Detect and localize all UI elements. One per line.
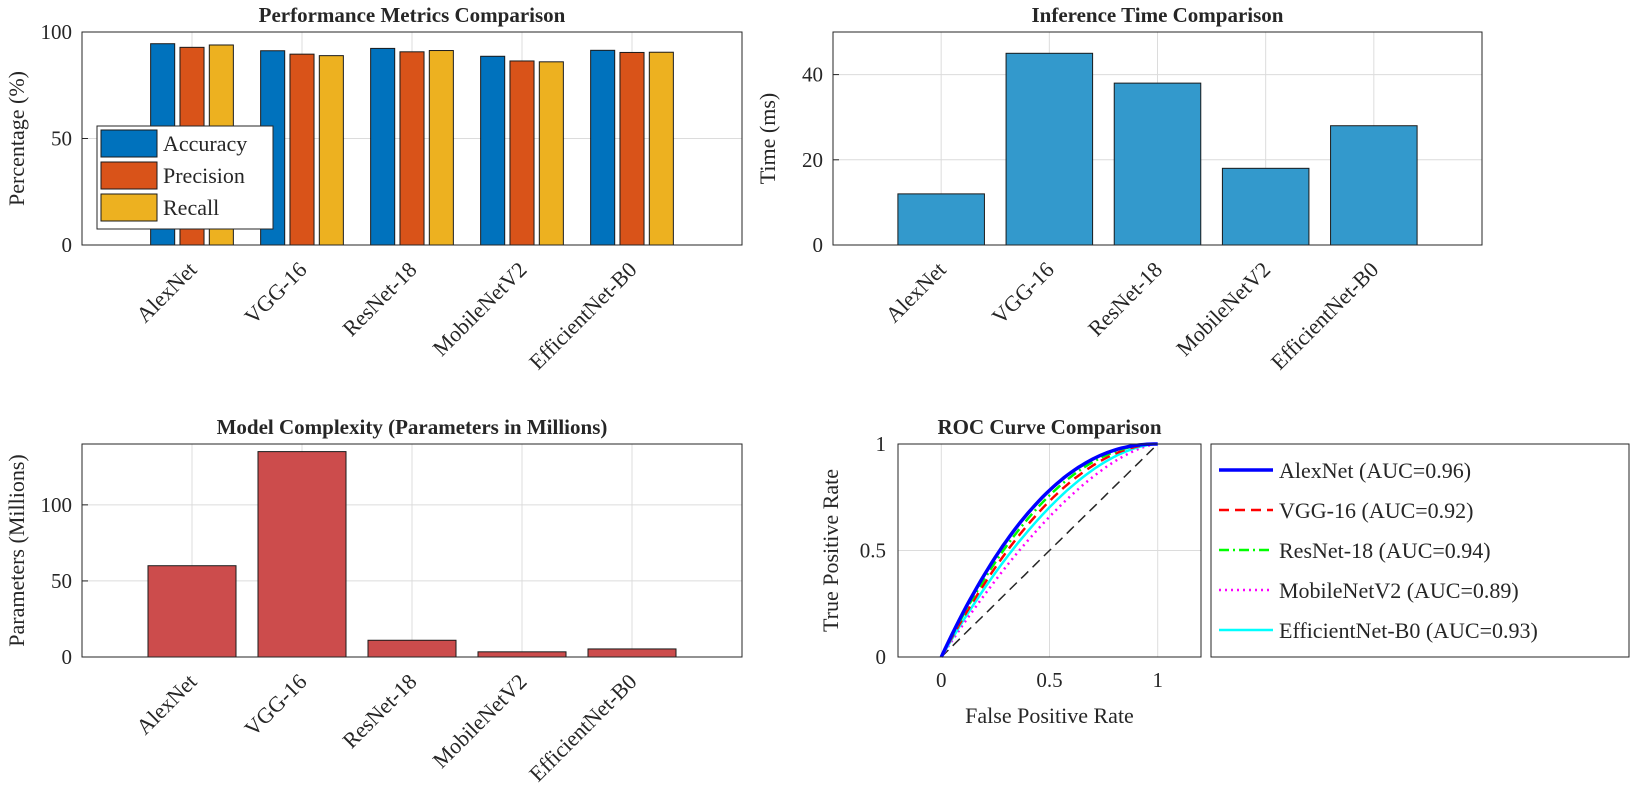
chart-4: 0 0.5 1 0 0.5 1 ROC Curve Comparison False Posi… [818, 415, 1630, 728]
y-axis-label: Parameters (Millions) [4, 454, 29, 646]
x-tick-label: MobileNetV2 [1171, 257, 1275, 361]
legend-label: Precision [163, 163, 245, 188]
chart-3: 0 50 100 AlexNet VGG-16 ResNet-18 MobileNetV2E… [4, 415, 743, 787]
bar-efficientnet-b0-accuracy [590, 49, 616, 246]
legend-box [1210, 443, 1630, 658]
x-tick-label: VGG-16 [987, 257, 1059, 329]
legend-label: Recall [163, 195, 219, 220]
y-tick-label: 0.5 [860, 539, 886, 563]
chart-title: ROC Curve Comparison [938, 415, 1162, 439]
bar-vgg-16-recall [318, 55, 344, 246]
x-axis-label: False Positive Rate [965, 703, 1134, 728]
y-tick-label: 100 [41, 493, 73, 517]
y-tick-label: 1 [876, 432, 887, 456]
x-tick-label: ResNet-18 [337, 669, 421, 753]
y-axis-label: True Positive Rate [818, 469, 843, 632]
bar-resnet-18 [1113, 82, 1202, 246]
roc-curve-vgg-16 [940, 442, 1158, 658]
y-tick-label: 20 [802, 148, 823, 172]
bar-alexnet [897, 193, 985, 246]
bar-vgg-16 [257, 451, 347, 658]
bar-resnet-18-precision [399, 51, 425, 246]
x-tick-label: EfficientNet-B0 [1266, 257, 1384, 375]
roc-curve-random [940, 443, 1159, 658]
bar-vgg-16 [1005, 52, 1094, 246]
bar-mobilenetv2 [477, 651, 567, 658]
legend-label: VGG-16 (AUC=0.92) [1279, 498, 1474, 523]
axes-frame [897, 443, 1202, 658]
x-tick-label: 0.5 [1036, 668, 1062, 692]
legend: Accuracy Precision Recall [96, 125, 274, 230]
x-tick-label: ResNet-18 [337, 257, 421, 341]
legend-swatch [100, 161, 158, 190]
legend-label: Accuracy [163, 131, 247, 156]
x-tick-label: AlexNet [131, 669, 201, 739]
chart-title: Performance Metrics Comparison [259, 3, 566, 27]
legend-label: MobileNetV2 (AUC=0.89) [1279, 578, 1519, 603]
legend-label: ResNet-18 (AUC=0.94) [1279, 538, 1491, 563]
x-tick-label: ResNet-18 [1083, 257, 1167, 341]
bar-efficientnet-b0-recall [648, 51, 674, 246]
bar-efficientnet-b0 [1330, 125, 1418, 246]
chart-title: Inference Time Comparison [1032, 3, 1284, 27]
axes-frame [832, 31, 1483, 246]
chart-2: 0 20 40 AlexNet VGG-16 ResNet-18 MobileNetV2Ef… [755, 3, 1483, 375]
bar-mobilenetv2 [1221, 167, 1310, 246]
x-tick-label: EfficientNet-B0 [524, 257, 642, 375]
bar-alexnet [147, 565, 237, 658]
roc-curve-efficientnet-b0 [940, 442, 1158, 658]
y-tick-label: 40 [802, 63, 823, 87]
legend: AlexNet (AUC=0.96) VGG-16 (AUC=0.92) ResNe… [1210, 443, 1630, 658]
bar-resnet-18-recall [428, 50, 454, 246]
legend-label: AlexNet (AUC=0.96) [1279, 458, 1471, 483]
chart-1: 0 50 100 AlexNet VGG-16 ResNet-18 MobileNetV2E… [4, 3, 743, 375]
y-tick-label: 0 [62, 233, 73, 257]
bar-efficientnet-b0-precision [619, 51, 645, 246]
bar-mobilenetv2-recall [538, 61, 564, 246]
bar-vgg-16-precision [289, 53, 315, 246]
y-axis-label: Time (ms) [755, 93, 780, 184]
bar-efficientnet-b0 [587, 648, 677, 658]
legend-swatch [100, 129, 158, 158]
x-tick-label: AlexNet [131, 257, 201, 327]
bar-mobilenetv2-precision [509, 60, 535, 246]
roc-curve-alexnet [939, 442, 1158, 658]
x-tick-label: 0 [936, 668, 947, 692]
legend-swatch [100, 193, 158, 222]
x-tick-label: MobileNetV2 [427, 257, 531, 361]
bar-mobilenetv2-accuracy [480, 55, 506, 246]
bar-resnet-18 [367, 639, 457, 658]
x-tick-label: AlexNet [880, 257, 950, 327]
y-tick-label: 50 [51, 569, 72, 593]
axes-frame [81, 443, 743, 658]
roc-curve-mobilenetv2 [940, 442, 1158, 658]
x-tick-label: MobileNetV2 [427, 669, 531, 773]
x-tick-label: EfficientNet-B0 [524, 669, 642, 787]
chart-title: Model Complexity (Parameters in Millions… [217, 415, 608, 439]
y-tick-label: 0 [62, 645, 73, 669]
y-tick-label: 100 [41, 20, 73, 44]
x-tick-label: VGG-16 [239, 257, 311, 329]
x-tick-label: 1 [1152, 668, 1163, 692]
y-axis-label: Percentage (%) [4, 71, 29, 206]
legend-label: EfficientNet-B0 (AUC=0.93) [1279, 618, 1538, 643]
x-tick-label: VGG-16 [239, 669, 311, 741]
bar-resnet-18-accuracy [370, 47, 396, 246]
y-tick-label: 50 [51, 127, 72, 151]
y-tick-label: 0 [813, 233, 824, 257]
y-tick-label: 0 [876, 645, 887, 669]
